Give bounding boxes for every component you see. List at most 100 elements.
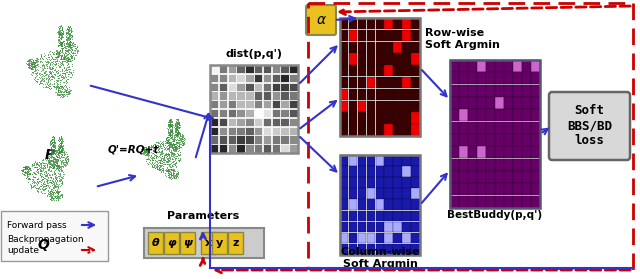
Point <box>168 145 179 149</box>
Point <box>172 170 182 175</box>
Point <box>29 58 40 62</box>
Point <box>163 123 173 127</box>
Point <box>151 164 161 169</box>
Point <box>48 195 58 200</box>
Bar <box>376 89 384 100</box>
Point <box>52 88 63 92</box>
Bar <box>376 233 384 243</box>
Point <box>44 156 54 161</box>
Point <box>177 132 187 137</box>
Point <box>21 165 31 170</box>
Point <box>58 93 68 97</box>
Point <box>55 145 65 150</box>
Point <box>52 163 62 167</box>
Bar <box>358 233 366 243</box>
Point <box>55 177 65 182</box>
Point <box>163 140 173 144</box>
Point <box>170 135 180 139</box>
Point <box>49 75 59 79</box>
Point <box>58 150 68 154</box>
Point <box>50 141 60 146</box>
Point <box>65 40 75 44</box>
Point <box>52 185 63 190</box>
Point <box>173 158 184 162</box>
Point <box>52 160 62 164</box>
Point <box>54 151 64 155</box>
Point <box>21 171 31 175</box>
Point <box>179 136 189 140</box>
Point <box>178 138 188 143</box>
Point <box>146 156 156 160</box>
Point <box>29 171 39 175</box>
Point <box>60 71 70 75</box>
Point <box>56 35 66 39</box>
Point <box>150 166 161 170</box>
Point <box>58 32 68 36</box>
Point <box>170 136 180 140</box>
Point <box>58 71 68 76</box>
Bar <box>522 171 531 183</box>
Point <box>20 170 31 174</box>
Point <box>54 181 64 186</box>
Point <box>143 146 153 151</box>
Point <box>162 146 172 150</box>
Point <box>48 193 58 197</box>
Point <box>39 163 49 168</box>
Point <box>51 159 61 163</box>
Point <box>27 172 37 177</box>
Point <box>24 62 35 66</box>
Point <box>139 147 149 151</box>
Point <box>158 157 168 161</box>
Point <box>173 132 184 136</box>
Point <box>52 49 63 54</box>
Point <box>51 195 61 200</box>
Point <box>47 160 58 165</box>
Bar <box>219 74 227 82</box>
Point <box>33 181 43 185</box>
Bar <box>245 144 253 153</box>
Point <box>58 45 68 50</box>
Point <box>172 149 182 153</box>
Point <box>165 131 175 135</box>
Bar <box>450 146 458 158</box>
Point <box>52 167 63 172</box>
Point <box>152 166 162 170</box>
Point <box>164 133 174 137</box>
Point <box>35 172 45 177</box>
Point <box>31 63 41 67</box>
Point <box>170 163 180 167</box>
Point <box>164 122 174 126</box>
Point <box>51 179 61 184</box>
Point <box>166 167 177 171</box>
Point <box>63 36 74 41</box>
Point <box>56 143 66 148</box>
Point <box>56 40 66 45</box>
Point <box>42 62 52 66</box>
Point <box>46 175 56 180</box>
Point <box>28 177 38 181</box>
Point <box>23 167 33 172</box>
Point <box>46 164 56 169</box>
Bar <box>349 233 357 243</box>
Point <box>61 51 71 56</box>
Point <box>163 156 173 160</box>
Point <box>167 172 177 177</box>
Point <box>59 92 69 96</box>
Point <box>48 134 58 138</box>
Point <box>61 77 72 81</box>
Point <box>144 148 154 153</box>
Point <box>163 143 173 147</box>
Point <box>38 185 49 189</box>
Point <box>173 149 183 153</box>
Point <box>48 150 58 155</box>
Point <box>166 150 176 154</box>
Point <box>49 185 59 189</box>
Point <box>56 44 66 48</box>
Point <box>171 129 181 134</box>
Point <box>44 188 54 193</box>
Point <box>22 177 33 182</box>
Point <box>57 193 67 198</box>
Bar <box>385 155 393 166</box>
Point <box>52 44 63 48</box>
Point <box>44 180 54 184</box>
